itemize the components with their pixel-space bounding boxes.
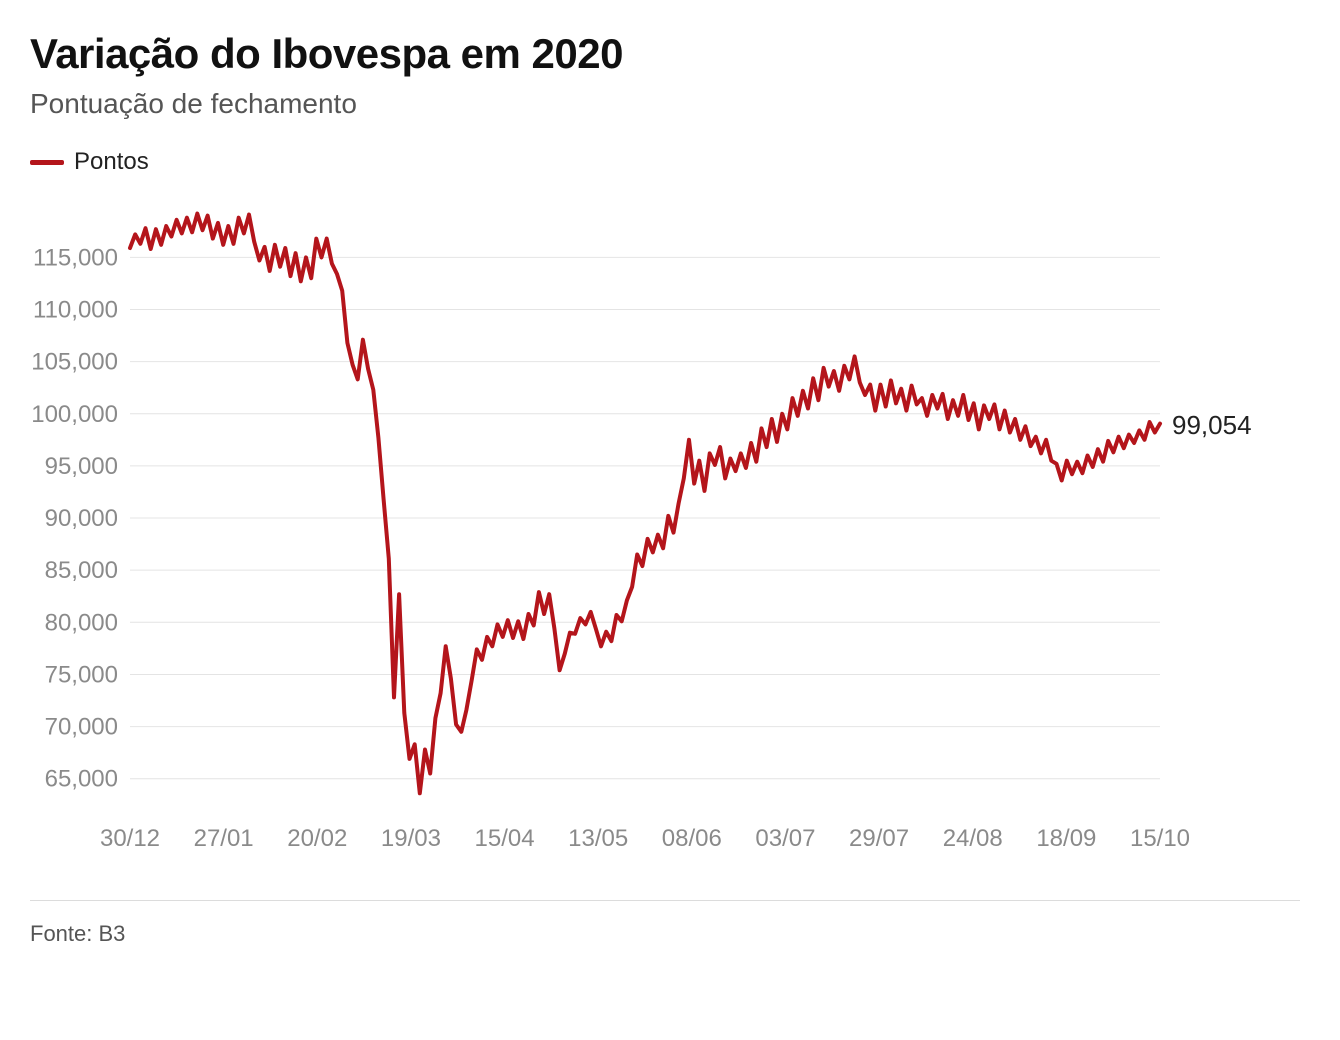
- svg-text:20/02: 20/02: [287, 825, 347, 852]
- svg-text:85,000: 85,000: [45, 557, 118, 584]
- chart-plot-area: 65,000 70,000 75,000 80,000 85,000 90,000 95,0…: [30, 190, 1300, 860]
- svg-text:70,000: 70,000: [45, 714, 118, 741]
- svg-text:65,000: 65,000: [45, 766, 118, 793]
- svg-text:115,000: 115,000: [33, 244, 118, 271]
- svg-text:18/09: 18/09: [1036, 825, 1096, 852]
- svg-text:95,000: 95,000: [45, 453, 118, 480]
- legend: Pontos: [30, 148, 1300, 176]
- svg-text:19/03: 19/03: [381, 825, 441, 852]
- svg-text:24/08: 24/08: [943, 825, 1003, 852]
- svg-text:90,000: 90,000: [45, 505, 118, 532]
- svg-text:15/10: 15/10: [1130, 825, 1190, 852]
- svg-text:13/05: 13/05: [568, 825, 628, 852]
- svg-text:110,000: 110,000: [33, 296, 118, 323]
- end-value-label: 99,054: [1172, 410, 1252, 441]
- chart-subtitle: Pontuação de fechamento: [30, 88, 1300, 120]
- svg-text:27/01: 27/01: [194, 825, 254, 852]
- line-chart-svg: 65,000 70,000 75,000 80,000 85,000 90,000 95,0…: [30, 190, 1280, 860]
- svg-text:80,000: 80,000: [45, 609, 118, 636]
- footer-separator: [30, 900, 1300, 901]
- svg-text:03/07: 03/07: [755, 825, 815, 852]
- svg-text:30/12: 30/12: [100, 825, 160, 852]
- source-label: Fonte: B3: [30, 921, 1300, 947]
- svg-text:15/04: 15/04: [475, 825, 535, 852]
- legend-swatch: [30, 160, 64, 165]
- svg-text:75,000: 75,000: [45, 661, 118, 688]
- chart-title: Variação do Ibovespa em 2020: [30, 30, 1300, 78]
- legend-label: Pontos: [74, 148, 149, 176]
- svg-text:29/07: 29/07: [849, 825, 909, 852]
- svg-text:08/06: 08/06: [662, 825, 722, 852]
- svg-text:105,000: 105,000: [31, 349, 118, 376]
- svg-text:100,000: 100,000: [31, 401, 118, 428]
- chart-container: Variação do Ibovespa em 2020 Pontuação d…: [0, 0, 1340, 1040]
